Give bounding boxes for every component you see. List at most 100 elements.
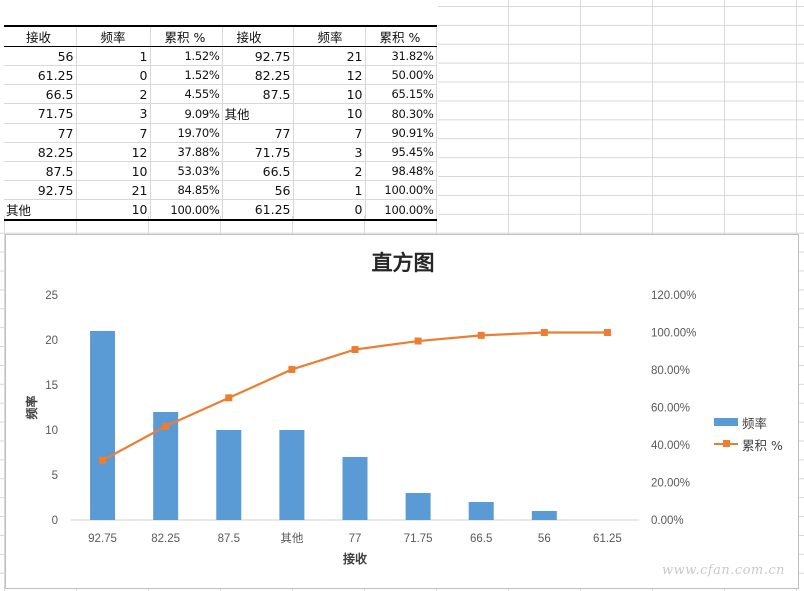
table-cell[interactable]: 56 xyxy=(222,180,294,200)
table-cell[interactable]: 12 xyxy=(293,65,366,85)
line-point xyxy=(477,331,485,339)
table-cell[interactable]: 98.48% xyxy=(365,161,437,181)
table-cell[interactable]: 21 xyxy=(76,180,151,200)
line-point xyxy=(351,346,359,354)
table-cell[interactable]: 37.88% xyxy=(150,142,223,162)
header-cell[interactable]: 频率 xyxy=(76,25,151,47)
table-cell[interactable]: 100.00% xyxy=(150,199,223,221)
table-cell[interactable]: 1 xyxy=(293,180,366,200)
bar xyxy=(531,511,557,520)
y2-tick-label: 40.00% xyxy=(651,440,690,452)
table-row: 56 1 1.52% 92.75 21 31.82% xyxy=(4,46,437,66)
x-axis-title: 接收 xyxy=(343,551,367,566)
table-row: 61.25 0 1.52% 82.25 12 50.00% xyxy=(4,65,437,85)
table-cell[interactable]: 82.25 xyxy=(222,65,294,85)
chart-legend[interactable]: 频率 累积 % xyxy=(714,411,783,455)
line-point xyxy=(603,329,611,336)
table-cell[interactable]: 66.5 xyxy=(4,84,77,104)
legend-item-frequency: 频率 xyxy=(714,411,783,433)
table-cell[interactable]: 3 xyxy=(293,142,366,162)
header-cell[interactable]: 累积 % xyxy=(365,25,437,47)
table-cell[interactable]: 7 xyxy=(293,123,366,143)
table-cell[interactable]: 31.82% xyxy=(365,46,437,66)
table-cell[interactable]: 10 xyxy=(76,161,151,181)
bar xyxy=(216,430,242,520)
table-cell[interactable]: 61.25 xyxy=(222,199,294,221)
table-cell[interactable]: 其他 xyxy=(222,103,294,124)
y-tick-label: 0 xyxy=(52,515,58,527)
y-axis-title: 频率 xyxy=(24,395,39,419)
header-cell[interactable]: 接收 xyxy=(222,25,294,47)
table-row: 71.75 3 9.09% 其他 10 80.30% xyxy=(4,103,437,124)
header-cell[interactable]: 频率 xyxy=(293,25,366,47)
x-tick-label: 77 xyxy=(349,533,362,545)
table-cell[interactable]: 71.75 xyxy=(4,103,77,124)
table-cell[interactable]: 61.25 xyxy=(4,65,77,85)
y2-tick-label: 100.00% xyxy=(651,328,696,340)
table-cell[interactable]: 4.55% xyxy=(150,84,223,104)
table-cell[interactable]: 100.00% xyxy=(365,199,437,221)
table-cell[interactable]: 80.30% xyxy=(365,103,437,124)
y2-tick-label: 80.00% xyxy=(651,365,690,377)
table-cell[interactable]: 92.75 xyxy=(222,46,294,66)
legend-label: 累积 % xyxy=(742,437,783,453)
table-cell[interactable]: 100.00% xyxy=(365,180,437,200)
watermark-text: www.cfan.com.cn xyxy=(662,563,786,578)
bar xyxy=(342,457,368,520)
table-cell[interactable]: 1 xyxy=(76,46,151,66)
table-row: 82.25 12 37.88% 71.75 3 95.45% xyxy=(4,142,437,162)
table-cell[interactable]: 9.09% xyxy=(150,103,223,124)
table-cell[interactable]: 92.75 xyxy=(4,180,77,200)
table-cell[interactable]: 77 xyxy=(4,123,77,143)
table-row: 其他 10 100.00% 61.25 0 100.00% xyxy=(4,199,437,221)
x-tick-label: 其他 xyxy=(280,532,303,545)
x-tick-label: 56 xyxy=(538,533,551,545)
table-cell[interactable]: 77 xyxy=(222,123,294,143)
table-cell[interactable]: 21 xyxy=(293,46,366,66)
histogram-chart[interactable]: 直方图 0 5 10 15 20 25 0.00% 20.00% 40.00% 60.00% 80.… xyxy=(5,234,799,589)
table-cell[interactable]: 82.25 xyxy=(4,142,77,162)
line-point xyxy=(540,329,548,336)
table-cell[interactable]: 其他 xyxy=(4,199,77,221)
y-tick-label: 5 xyxy=(52,470,58,482)
table-cell[interactable]: 7 xyxy=(76,123,151,143)
table-row: 87.5 10 53.03% 66.5 2 98.48% xyxy=(4,161,437,181)
table-cell[interactable]: 12 xyxy=(76,142,151,162)
line-point xyxy=(225,394,233,402)
legend-line-swatch xyxy=(714,440,738,447)
table-cell[interactable]: 19.70% xyxy=(150,123,223,143)
table-cell[interactable]: 2 xyxy=(293,161,366,181)
x-tick-label: 71.75 xyxy=(404,533,433,545)
table-cell[interactable]: 10 xyxy=(293,84,366,104)
table-cell[interactable]: 10 xyxy=(76,199,151,221)
table-cell[interactable]: 0 xyxy=(76,65,151,85)
table-cell[interactable]: 65.15% xyxy=(365,84,437,104)
table-cell[interactable]: 2 xyxy=(76,84,151,104)
bar xyxy=(279,430,305,520)
table-cell[interactable]: 87.5 xyxy=(222,84,294,104)
line-point xyxy=(99,456,107,464)
x-tick-label: 66.5 xyxy=(470,533,492,545)
table-cell[interactable]: 56 xyxy=(4,46,77,66)
table-cell[interactable]: 53.03% xyxy=(150,161,223,181)
chart-title[interactable]: 直方图 xyxy=(371,251,435,275)
table-cell[interactable]: 71.75 xyxy=(222,142,294,162)
y-tick-label: 10 xyxy=(45,425,58,437)
table-cell[interactable]: 90.91% xyxy=(365,123,437,143)
table-cell[interactable]: 95.45% xyxy=(365,142,437,162)
x-tick-label: 87.5 xyxy=(218,533,240,545)
table-cell[interactable]: 0 xyxy=(293,199,366,221)
table-cell[interactable]: 66.5 xyxy=(222,161,294,181)
y-tick-label: 15 xyxy=(45,380,58,392)
legend-label: 频率 xyxy=(742,415,768,431)
table-cell[interactable]: 3 xyxy=(76,103,151,124)
table-cell[interactable]: 10 xyxy=(293,103,366,124)
table-row: 92.75 21 84.85% 56 1 100.00% xyxy=(4,180,437,200)
table-cell[interactable]: 1.52% xyxy=(150,65,223,85)
table-cell[interactable]: 50.00% xyxy=(365,65,437,85)
table-cell[interactable]: 1.52% xyxy=(150,46,223,66)
table-cell[interactable]: 87.5 xyxy=(4,161,77,181)
header-cell[interactable]: 接收 xyxy=(4,25,77,47)
table-cell[interactable]: 84.85% xyxy=(150,180,223,200)
header-cell[interactable]: 累积 % xyxy=(150,25,223,47)
